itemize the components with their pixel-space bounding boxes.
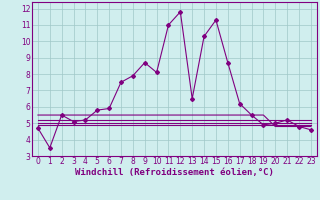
X-axis label: Windchill (Refroidissement éolien,°C): Windchill (Refroidissement éolien,°C) <box>75 168 274 177</box>
